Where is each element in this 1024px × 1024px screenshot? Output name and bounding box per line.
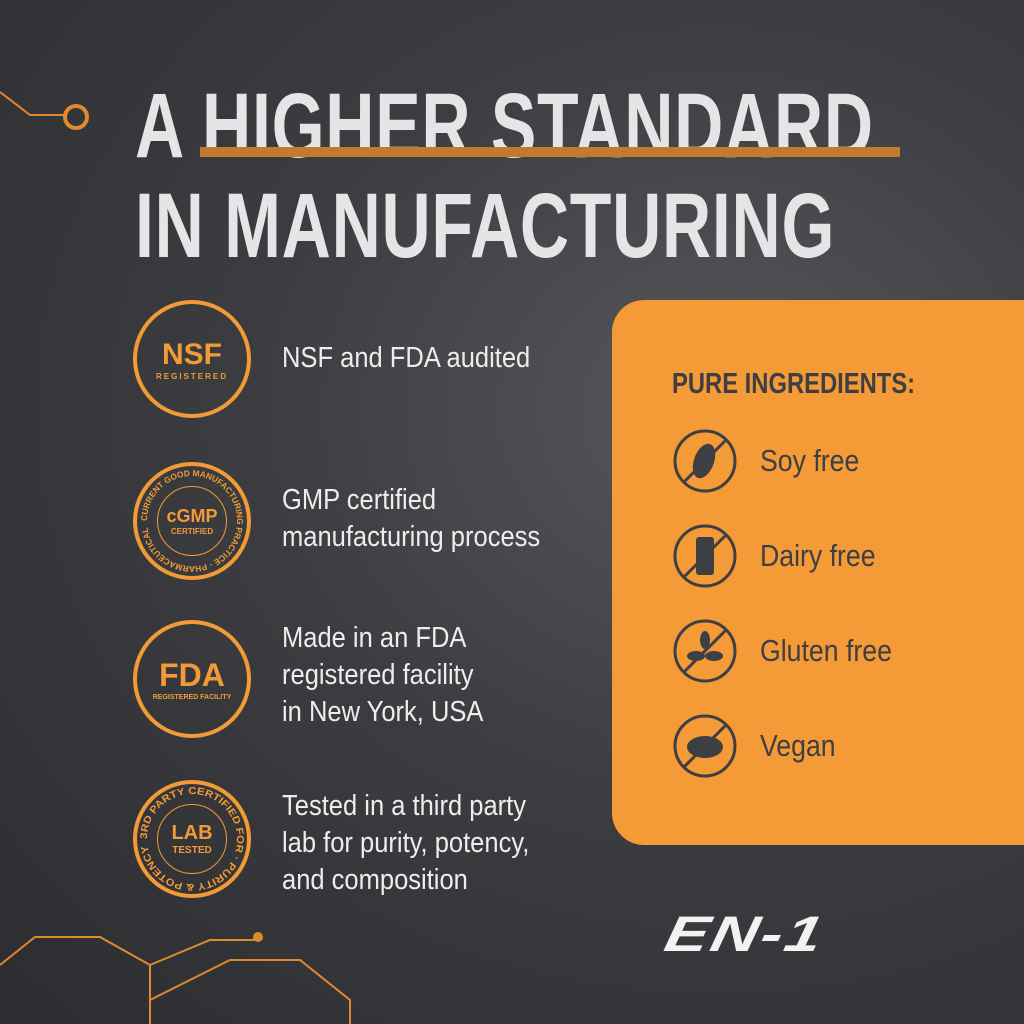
no-dairy-icon (673, 524, 737, 588)
feature-line: GMP certified (282, 484, 437, 516)
ingredient-vegan: Vegan (760, 728, 836, 763)
no-gluten-icon (673, 619, 737, 683)
headline-underline (200, 147, 900, 157)
feature-line: in New York, USA (282, 696, 484, 728)
feature-line: Made in an FDA (282, 622, 467, 654)
no-meat-icon (673, 714, 737, 778)
feature-line: Tested in a third party (282, 790, 526, 822)
feature-line: registered facility (282, 659, 474, 691)
badge-inner: cGMP CERTIFIED (157, 486, 227, 556)
feature-text-gmp: GMP certified manufacturing process (282, 482, 540, 556)
badge-title: cGMP (166, 506, 218, 526)
badge-sub: CERTIFIED (170, 527, 214, 536)
badge-inner: LAB TESTED (157, 804, 227, 874)
headline-line-2: IN MANUFACTURING (135, 175, 836, 277)
lab-tested-badge: 3RD PARTY CERTIFIED FOR · PURITY & POTEN… (133, 780, 251, 898)
ingredient-gluten-free: Gluten free (760, 633, 892, 668)
badge-title: FDA (159, 657, 225, 693)
badge-sub: TESTED (172, 845, 212, 856)
cgmp-badge: CURRENT GOOD MANUFACTURING PRACTICE · PH… (133, 462, 251, 580)
fda-badge: FDA REGISTERED FACILITY (133, 620, 251, 738)
feature-text-nsf: NSF and FDA audited (282, 340, 530, 377)
badge-title: NSF (162, 337, 222, 371)
badge-sub: REGISTERED FACILITY (152, 694, 232, 701)
feature-text-lab: Tested in a third party lab for purity, p… (282, 788, 529, 899)
feature-line: NSF and FDA audited (282, 342, 531, 374)
feature-line: manufacturing process (282, 521, 541, 553)
headline-line-1: A HIGHER STANDARD (135, 75, 874, 177)
panel-title: PURE INGREDIENTS: (672, 368, 916, 400)
pure-ingredients-panel: PURE INGREDIENTS: Soy free Dairy free Gl… (612, 300, 1024, 845)
ingredient-dairy-free: Dairy free (760, 538, 876, 573)
badge-sub: REGISTERED (155, 371, 228, 381)
feature-line: and composition (282, 864, 468, 896)
feature-text-fda: Made in an FDA registered facility in New … (282, 620, 483, 731)
badge-title: LAB (171, 822, 213, 844)
feature-line: lab for purity, potency, (282, 827, 530, 859)
brand-logo: EN-1 (659, 906, 831, 962)
nsf-badge: NSF REGISTERED (133, 300, 251, 418)
no-soy-icon (673, 429, 737, 493)
ingredient-soy-free: Soy free (760, 443, 860, 478)
